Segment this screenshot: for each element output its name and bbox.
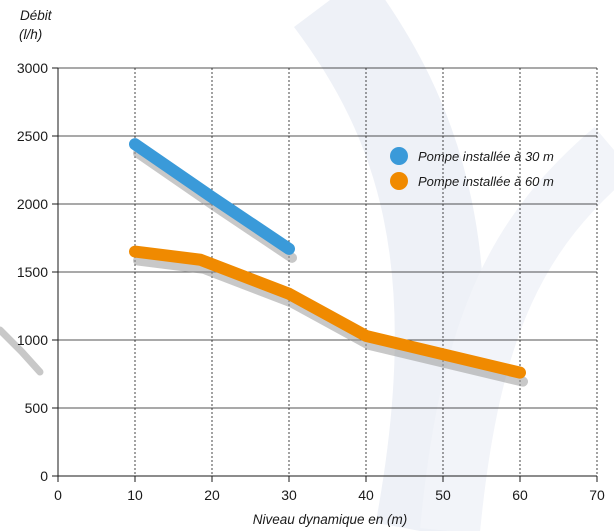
x-tick-label-10: 10: [127, 487, 143, 503]
legend-marker-60m: [390, 172, 408, 190]
y-tick-label-2500: 2500: [17, 128, 48, 144]
legend-marker-30m: [390, 147, 408, 165]
legend-label-30m: Pompe installée à 30 m: [418, 149, 554, 164]
y-tick-label-0: 0: [40, 468, 48, 484]
x-tick-label-50: 50: [435, 487, 451, 503]
x-tick-label-0: 0: [54, 487, 62, 503]
y-axis-title: Débit: [20, 8, 53, 23]
x-tick-label-20: 20: [204, 487, 220, 503]
y-tick-label-2000: 2000: [17, 196, 48, 212]
series-shadow-1: [133, 255, 528, 387]
x-tick-label-40: 40: [358, 487, 374, 503]
y-axis-unit: (l/h): [19, 27, 42, 42]
tick-labels: 0 500 1000 1500 2000 2500 3000 0 10 20 30 40 50 60 70: [17, 60, 605, 503]
y-tick-label-1000: 1000: [17, 332, 48, 348]
axes: [52, 67, 598, 482]
x-tick-label-60: 60: [512, 487, 528, 503]
x-tick-label-70: 70: [589, 487, 605, 503]
x-tick-label-30: 30: [281, 487, 297, 503]
y-tick-label-3000: 3000: [17, 60, 48, 76]
x-axis-title: Niveau dynamique en (m): [253, 512, 408, 527]
grid: [58, 67, 598, 476]
legend: Pompe installée à 30 m Pompe installée à…: [390, 147, 554, 190]
series-lines: [129, 138, 528, 387]
y-tick-label-1500: 1500: [17, 264, 48, 280]
legend-label-60m: Pompe installée à 60 m: [418, 174, 554, 189]
y-tick-label-500: 500: [25, 400, 49, 416]
